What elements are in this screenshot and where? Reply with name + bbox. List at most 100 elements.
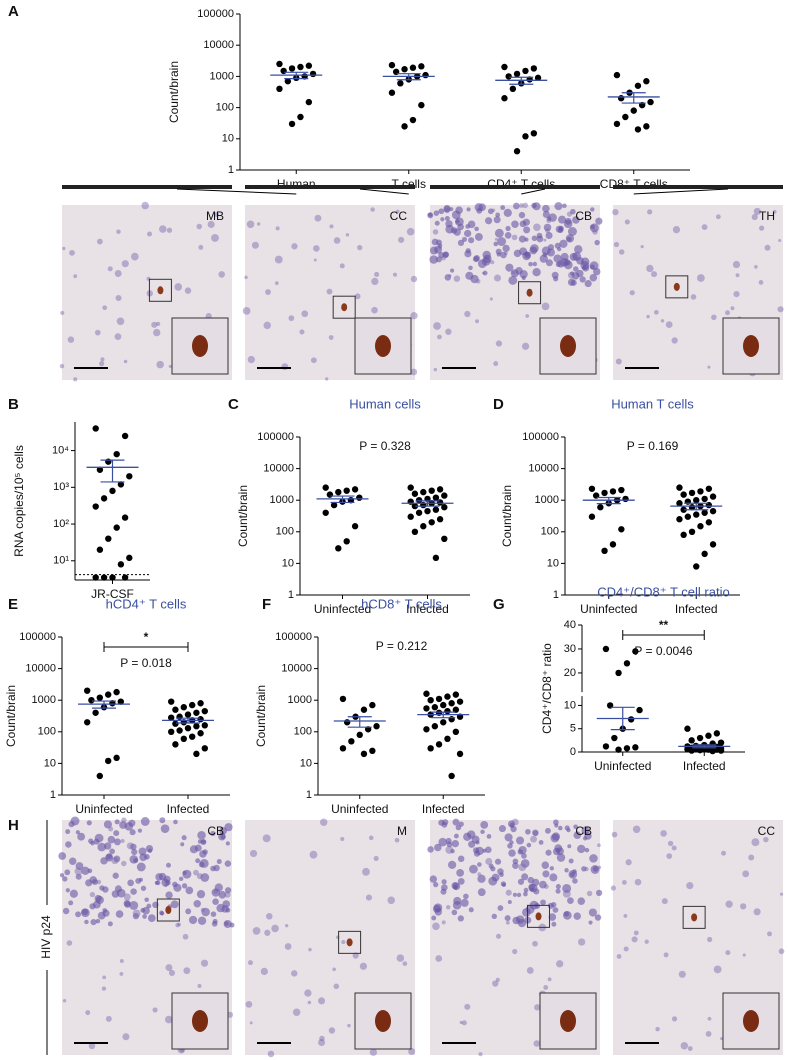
nucleus <box>458 821 464 827</box>
nucleus <box>495 933 502 939</box>
nucleus <box>690 294 697 300</box>
y-tick-label: 100000 <box>257 431 294 443</box>
nucleus <box>475 319 480 324</box>
nucleus <box>590 207 595 212</box>
nucleus <box>640 245 644 249</box>
nucleus <box>487 208 494 215</box>
nucleus <box>488 863 494 869</box>
connector <box>633 188 729 195</box>
data-point <box>444 693 451 700</box>
nucleus <box>69 889 78 898</box>
nucleus <box>299 329 305 335</box>
data-point <box>126 554 133 562</box>
data-point <box>411 502 419 510</box>
y-tick-label: 10² <box>53 518 69 530</box>
nucleus <box>249 1021 253 1025</box>
nucleus <box>144 897 149 903</box>
nucleus <box>196 223 203 230</box>
nucleus <box>445 328 452 335</box>
data-point <box>168 698 175 705</box>
significance: ** <box>659 618 669 632</box>
data-point <box>109 700 116 707</box>
nucleus <box>345 233 350 237</box>
y-tick-label: 1 <box>288 589 294 601</box>
data-point <box>423 690 430 697</box>
data-point <box>100 495 108 502</box>
data-point <box>431 723 439 730</box>
data-point <box>505 73 512 80</box>
nucleus <box>516 892 522 898</box>
nucleus <box>445 846 454 854</box>
nucleus <box>188 915 198 925</box>
data-point <box>373 723 380 730</box>
data-point <box>647 98 654 106</box>
nucleus <box>572 869 577 874</box>
nucleus <box>533 888 540 895</box>
data-point <box>697 488 704 495</box>
nucleus <box>77 832 86 841</box>
nucleus <box>438 245 442 250</box>
data-point <box>428 519 435 526</box>
data-point <box>436 516 444 523</box>
nucleus <box>751 214 758 221</box>
nucleus <box>151 321 158 328</box>
nucleus <box>166 862 171 868</box>
nucleus <box>725 950 731 956</box>
nucleus <box>545 228 550 234</box>
data-point <box>436 499 444 506</box>
data-point <box>369 701 376 709</box>
data-point <box>180 704 187 711</box>
nucleus <box>106 853 113 860</box>
data-point <box>276 60 283 68</box>
nucleus <box>528 261 533 267</box>
data-point <box>343 487 350 494</box>
nucleus <box>114 333 122 340</box>
nucleus <box>114 819 120 825</box>
nucleus <box>542 204 550 213</box>
nucleus <box>435 955 443 962</box>
nucleus <box>165 964 173 972</box>
y-tick-label: 100 <box>294 726 312 738</box>
nucleus <box>466 207 471 212</box>
nucleus <box>159 817 166 824</box>
y-tick-label: 10 <box>282 557 294 569</box>
data-point <box>423 726 430 733</box>
data-point <box>634 126 642 133</box>
nucleus <box>85 879 93 887</box>
nucleus <box>96 879 102 885</box>
nucleus <box>65 829 71 835</box>
nucleus <box>119 821 127 829</box>
nucleus <box>73 274 78 279</box>
nucleus <box>108 826 114 832</box>
nucleus <box>618 249 625 255</box>
data-point <box>709 507 717 515</box>
y-tick-label: 1 <box>553 589 559 601</box>
nucleus <box>538 840 544 845</box>
data-point <box>109 487 116 495</box>
data-point <box>397 80 404 87</box>
nucleus <box>173 883 182 892</box>
nucleus <box>92 879 98 885</box>
nucleus <box>541 302 550 311</box>
nucleus <box>581 866 587 872</box>
nucleus <box>549 873 558 882</box>
nucleus <box>730 306 735 311</box>
nucleus <box>661 898 668 905</box>
data-point <box>168 714 175 721</box>
nucleus <box>438 208 445 215</box>
y-tick-label: 100000 <box>522 431 559 443</box>
data-point <box>197 716 204 723</box>
nucleus <box>174 283 183 291</box>
nucleus <box>107 835 116 844</box>
nucleus <box>536 232 543 239</box>
nucleus <box>310 357 317 364</box>
data-point <box>305 98 313 106</box>
nucleus <box>584 280 592 288</box>
nucleus <box>452 882 461 891</box>
nucleus <box>123 359 128 364</box>
data-point <box>343 538 350 545</box>
nucleus <box>158 225 167 233</box>
data-point <box>601 489 608 497</box>
x-tick-label: Infected <box>406 602 449 616</box>
nucleus <box>518 863 527 872</box>
